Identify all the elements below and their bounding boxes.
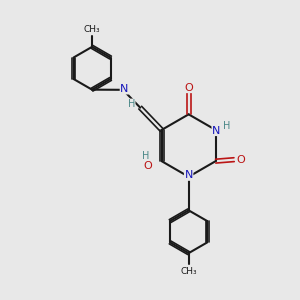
Text: O: O	[184, 82, 193, 93]
Text: N: N	[212, 125, 220, 136]
Text: H: H	[128, 99, 135, 109]
Text: H: H	[223, 122, 231, 131]
Text: H: H	[142, 151, 149, 161]
Text: O: O	[236, 155, 245, 165]
Text: CH₃: CH₃	[180, 267, 197, 276]
Text: CH₃: CH₃	[84, 25, 100, 34]
Text: O: O	[143, 161, 152, 172]
Text: N: N	[120, 84, 129, 94]
Text: N: N	[184, 170, 193, 180]
